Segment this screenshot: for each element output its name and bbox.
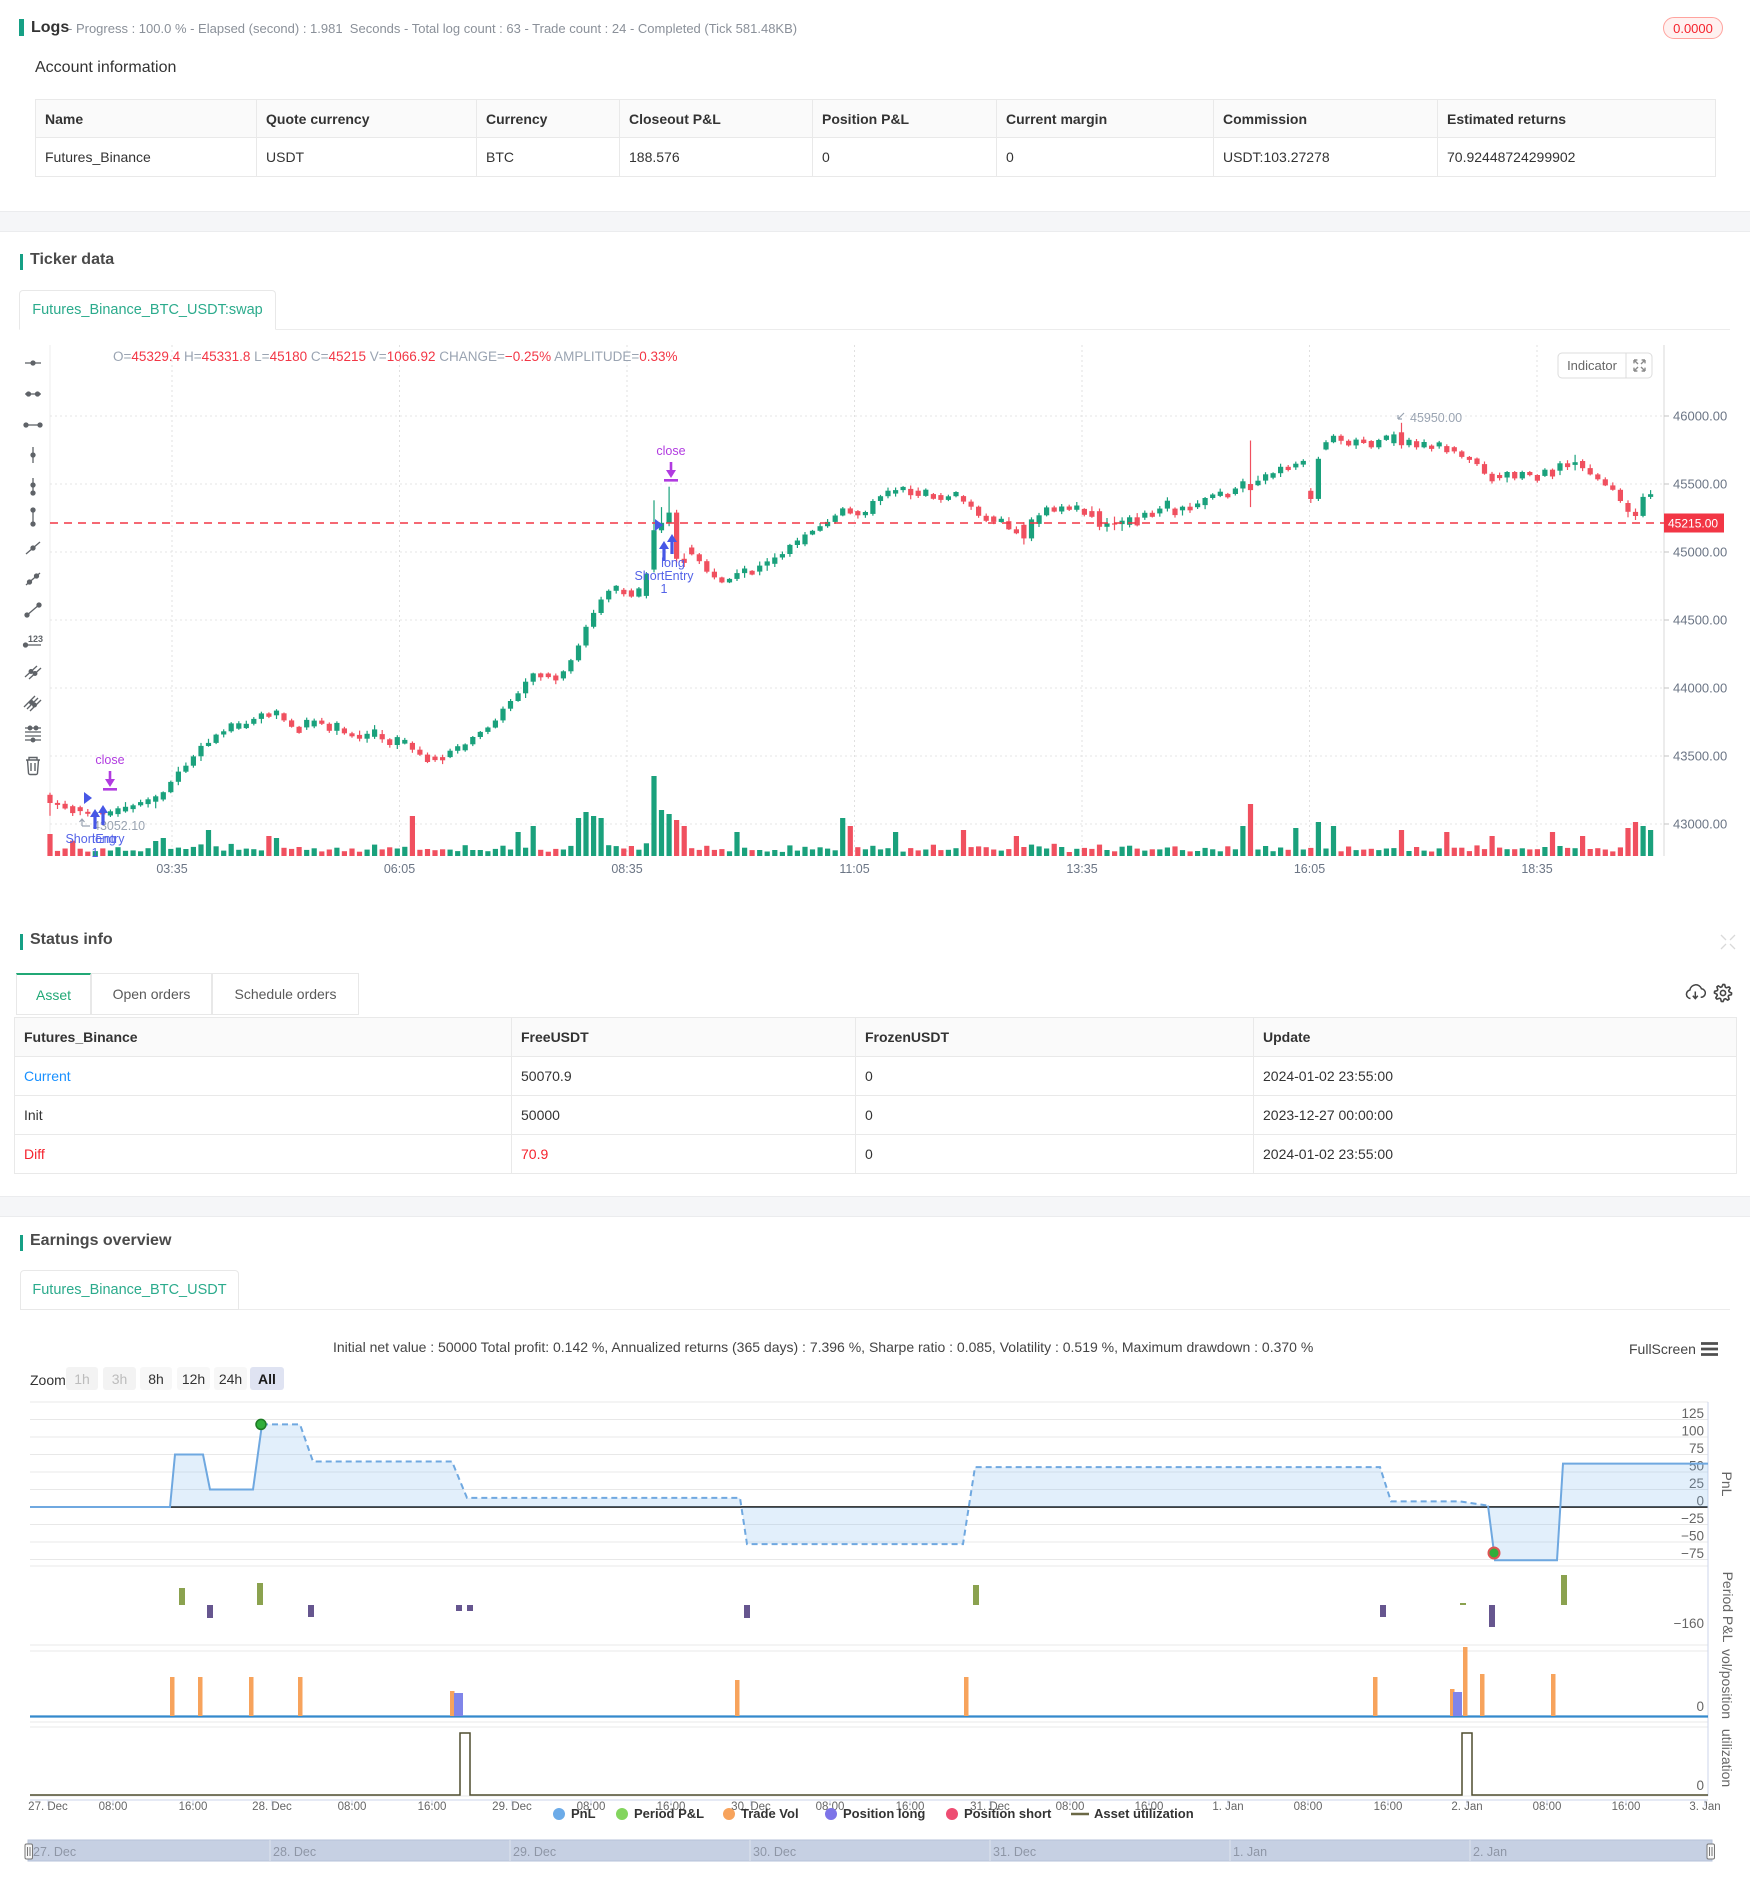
svg-text:125: 125	[1681, 1406, 1704, 1421]
svg-text:16:00: 16:00	[418, 1801, 447, 1813]
svg-text:29. Dec: 29. Dec	[513, 1845, 556, 1859]
svg-text:3. Jan: 3. Jan	[1689, 1801, 1720, 1813]
svg-text:08:00: 08:00	[1056, 1801, 1085, 1813]
svg-text:75: 75	[1689, 1441, 1704, 1456]
svg-text:Indicator: Indicator	[1567, 358, 1618, 373]
svg-text:08:35: 08:35	[611, 862, 642, 876]
svg-text:ShortEntry: ShortEntry	[65, 832, 125, 846]
svg-text:ShortEntry: ShortEntry	[634, 569, 694, 583]
svg-text:08:00: 08:00	[99, 1801, 128, 1813]
svg-text:0: 0	[1696, 1494, 1704, 1509]
svg-text:03:35: 03:35	[156, 862, 187, 876]
svg-text:16:05: 16:05	[1294, 862, 1325, 876]
svg-text:Period P&L: Period P&L	[1720, 1572, 1736, 1643]
svg-text:long: long	[661, 556, 685, 570]
svg-text:Period P&L: Period P&L	[634, 1806, 704, 1821]
svg-text:25: 25	[1689, 1476, 1704, 1491]
svg-text:08:00: 08:00	[816, 1801, 845, 1813]
svg-text:long: long	[92, 832, 116, 846]
svg-text:−160: −160	[1674, 1616, 1704, 1631]
svg-text:0: 0	[1696, 1699, 1704, 1714]
svg-text:28. Dec: 28. Dec	[273, 1845, 316, 1859]
svg-text:Trade Vol: Trade Vol	[741, 1806, 799, 1821]
svg-text:Position short: Position short	[964, 1806, 1052, 1821]
svg-text:123: 123	[28, 634, 43, 644]
svg-text:46000.00: 46000.00	[1673, 409, 1727, 424]
svg-text:27. Dec: 27. Dec	[33, 1845, 76, 1859]
svg-text:31. Dec: 31. Dec	[970, 1801, 1010, 1813]
svg-text:11:05: 11:05	[839, 862, 869, 876]
svg-text:−50: −50	[1681, 1529, 1704, 1544]
svg-text:29. Dec: 29. Dec	[492, 1801, 532, 1813]
svg-text:−75: −75	[1681, 1546, 1704, 1561]
svg-text:0: 0	[1696, 1778, 1704, 1793]
svg-text:30. Dec: 30. Dec	[753, 1845, 796, 1859]
svg-text:16:00: 16:00	[1374, 1801, 1403, 1813]
svg-text:close: close	[656, 444, 685, 458]
svg-text:43500.00: 43500.00	[1673, 749, 1727, 764]
svg-text:−25: −25	[1681, 1511, 1704, 1526]
svg-text:45215.00: 45215.00	[1668, 517, 1718, 531]
svg-text:08:00: 08:00	[338, 1801, 367, 1813]
svg-text:vol/position: vol/position	[1719, 1649, 1735, 1719]
svg-text:16:00: 16:00	[1612, 1801, 1641, 1813]
svg-text:27. Dec: 27. Dec	[28, 1801, 68, 1813]
svg-text:close: close	[95, 753, 124, 767]
svg-text:1. Jan: 1. Jan	[1233, 1845, 1267, 1859]
svg-text:08:00: 08:00	[1533, 1801, 1562, 1813]
svg-text:16:00: 16:00	[896, 1801, 925, 1813]
svg-text:2. Jan: 2. Jan	[1451, 1801, 1482, 1813]
svg-text:28. Dec: 28. Dec	[252, 1801, 292, 1813]
svg-text:43052.10: 43052.10	[93, 819, 145, 833]
svg-text:44500.00: 44500.00	[1673, 613, 1727, 628]
svg-text:30. Dec: 30. Dec	[731, 1801, 771, 1813]
svg-text:100: 100	[1681, 1424, 1704, 1439]
svg-text:16:00: 16:00	[1135, 1801, 1164, 1813]
svg-text:1. Jan: 1. Jan	[1212, 1801, 1243, 1813]
svg-text:2. Jan: 2. Jan	[1473, 1845, 1507, 1859]
svg-text:18:35: 18:35	[1521, 862, 1552, 876]
svg-text:45950.00: 45950.00	[1410, 411, 1462, 425]
svg-text:44000.00: 44000.00	[1673, 681, 1727, 696]
svg-text:45000.00: 45000.00	[1673, 545, 1727, 560]
svg-text:utilization: utilization	[1719, 1729, 1735, 1787]
svg-text:1: 1	[661, 582, 668, 596]
svg-text:45500.00: 45500.00	[1673, 477, 1727, 492]
svg-text:13:35: 13:35	[1066, 862, 1097, 876]
svg-text:06:05: 06:05	[384, 862, 415, 876]
svg-text:1: 1	[92, 846, 99, 860]
svg-text:O=45329.4 H=45331.8 L=45180 C=: O=45329.4 H=45331.8 L=45180 C=45215 V=10…	[113, 349, 678, 364]
svg-text:Asset utilization: Asset utilization	[1094, 1806, 1194, 1821]
svg-text:Position long: Position long	[843, 1806, 925, 1821]
svg-text:PnL: PnL	[571, 1806, 596, 1821]
svg-text:43000.00: 43000.00	[1673, 817, 1727, 832]
svg-text:08:00: 08:00	[577, 1801, 606, 1813]
svg-text:16:00: 16:00	[657, 1801, 686, 1813]
svg-text:31. Dec: 31. Dec	[993, 1845, 1036, 1859]
svg-text:16:00: 16:00	[179, 1801, 208, 1813]
svg-text:08:00: 08:00	[1294, 1801, 1323, 1813]
svg-text:50: 50	[1689, 1459, 1704, 1474]
svg-text:PnL: PnL	[1719, 1472, 1735, 1497]
